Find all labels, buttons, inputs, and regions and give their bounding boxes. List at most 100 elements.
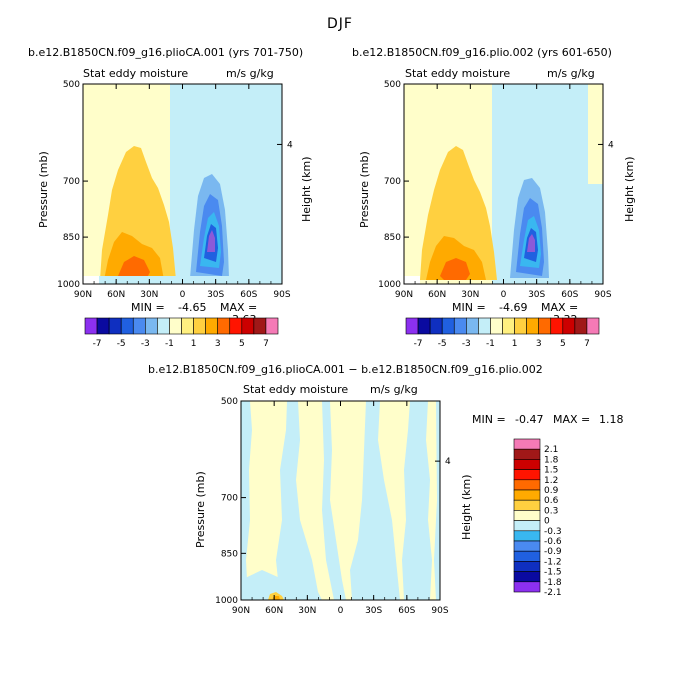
p3-ytick-label: 1000 [215, 596, 238, 606]
panel1-min-label: MIN = [131, 301, 165, 314]
panel2-min-label: MIN = [452, 301, 486, 314]
p3-xtick-label: 0 [338, 606, 344, 616]
colorbar-diff-swatch [513, 550, 541, 562]
colorbar-diff-swatch [513, 448, 541, 460]
colorbar-label: 7 [263, 339, 269, 349]
p2-deep-orange [440, 258, 470, 280]
p3-xtick-label: 60N [265, 606, 283, 616]
colorbar-diff-swatch [513, 520, 541, 532]
colorbar-label: -3 [462, 339, 471, 349]
p3-xtick-label: 90N [232, 606, 250, 616]
p1-xtick-label: 0 [180, 290, 186, 300]
p1-pole-white [83, 276, 99, 284]
panel3-subtitle-right: m/s g/kg [370, 383, 418, 396]
colorbar-swatch [265, 317, 279, 335]
colorbar-label: 1 [512, 339, 518, 349]
colorbar-diff-swatch [513, 571, 541, 583]
colorbar-label: 3 [536, 339, 542, 349]
colorbar-diff-label: 1.8 [544, 455, 559, 465]
p2-purple-core [527, 234, 535, 252]
p3-ytick-label: 700 [221, 494, 238, 504]
colorbar-diff-label: 0.9 [544, 486, 559, 496]
colorbar-diff-label: 0.3 [544, 506, 558, 516]
p2-xtick-label: 60S [561, 290, 578, 300]
p3-xtick-label: 30S [365, 606, 382, 616]
p1-xtick-label: 60S [240, 290, 257, 300]
p2-ytick-label: 700 [384, 177, 401, 187]
colorbar-diff-label: 1.5 [544, 466, 558, 476]
colorbar-label: -5 [117, 339, 126, 349]
p3-surface-blue [241, 570, 290, 600]
colorbar-diff-label: -0.6 [544, 537, 562, 547]
colorbar-diff-swatch [513, 510, 541, 521]
colorbar-label: 5 [239, 339, 245, 349]
colorbar-diff-label: -0.3 [544, 527, 562, 537]
colorbar-label: 5 [560, 339, 566, 349]
colorbar-panel1: -7 -5 -3 -1 1 3 5 7 [84, 317, 279, 349]
colorbar-label: -1 [486, 339, 495, 349]
panel3-min-label: MIN = [472, 413, 506, 426]
figure-title: DJF [327, 16, 353, 32]
colorbar-label: -7 [414, 339, 423, 349]
p2-xtick-label: 30S [528, 290, 545, 300]
panel2-min-value: -4.69 [499, 301, 528, 314]
p2-xtick-label: 0 [501, 290, 507, 300]
colorbar-diff: 2.11.81.51.20.90.60.30-0.3-0.6-0.9-1.2-1… [513, 438, 562, 598]
panel2-subtitle-left: Stat eddy moisture [405, 67, 511, 80]
p2-xtick-label: 90S [594, 290, 611, 300]
p2-right-yellow [588, 84, 603, 184]
p3-blue-band-f [434, 401, 440, 600]
colorbar-swatch [586, 317, 600, 335]
p1-xtick-label: 90N [74, 290, 92, 300]
p3-xtick-label: 30N [298, 606, 316, 616]
colorbar-diff-swatch [513, 499, 541, 511]
panel3-axes: 90N 60N 30N 0 30S 60S 90S 500 700 850 1000 4 [215, 397, 451, 616]
p3-xtick-label: 60S [398, 606, 415, 616]
colorbar-diff-swatch [513, 479, 541, 491]
colorbar-diff-swatch [513, 540, 541, 552]
p3-ytick-label: 850 [221, 549, 238, 559]
panel1-axes: 90N 60N 30N 0 30S 60S 90S 500 700 850 1000 4 [57, 80, 293, 300]
colorbar-diff-swatch [513, 489, 541, 501]
colorbar-diff-swatch [513, 530, 541, 542]
p2-ytick-label: 850 [384, 233, 401, 243]
p1-ytick-label: 850 [63, 233, 80, 243]
colorbar-label: -1 [165, 339, 174, 349]
p3-ytick-label: 500 [221, 397, 238, 407]
panel2-field [403, 83, 604, 285]
colorbar-label: -5 [438, 339, 447, 349]
panel2-max-label: MAX = [541, 301, 579, 314]
colorbar-diff-label: -1.2 [544, 557, 562, 567]
panel1-subtitle-left: Stat eddy moisture [83, 67, 189, 80]
p1-ytick-label: 700 [63, 177, 80, 187]
panel2-title: b.e12.B1850CN.f09_g16.plio.002 (yrs 601-… [352, 46, 612, 59]
panel3-max-label: MAX = [553, 413, 591, 426]
colorbar-diff-label: -2.1 [544, 588, 562, 598]
p2-xtick-label: 30N [461, 290, 479, 300]
colorbar-diff-label: 1.2 [544, 476, 558, 486]
colorbar-label: -3 [141, 339, 150, 349]
p2-xtick-label: 90N [395, 290, 413, 300]
colorbar-diff-label: 0.6 [544, 496, 559, 506]
p3-blue-band-c [322, 401, 346, 600]
p3-ytick-right-label: 4 [445, 457, 451, 467]
colorbar-label: 1 [191, 339, 197, 349]
panel3-field [240, 400, 441, 601]
colorbar-label: 3 [215, 339, 221, 349]
colorbar-diff-swatch [513, 469, 541, 481]
panel2-subtitle-right: m/s g/kg [547, 67, 595, 80]
panel3-subtitle-left: Stat eddy moisture [243, 383, 349, 396]
p3-blue-band-d [350, 401, 400, 600]
colorbar-label: 7 [584, 339, 590, 349]
colorbar-diff-swatch [513, 561, 541, 572]
p1-ytick-label: 1000 [57, 280, 80, 290]
p1-xtick-label: 60N [107, 290, 125, 300]
colorbar-panel2: -7 -5 -3 -1 1 3 5 7 [405, 317, 600, 349]
colorbar-diff-swatch [513, 438, 541, 450]
colorbar-diff-label: 2.1 [544, 445, 558, 455]
p3-xtick-label: 90S [431, 606, 448, 616]
panel3-title: b.e12.B1850CN.f09_g16.plioCA.001 − b.e12… [148, 363, 543, 376]
p1-xtick-label: 30S [207, 290, 224, 300]
